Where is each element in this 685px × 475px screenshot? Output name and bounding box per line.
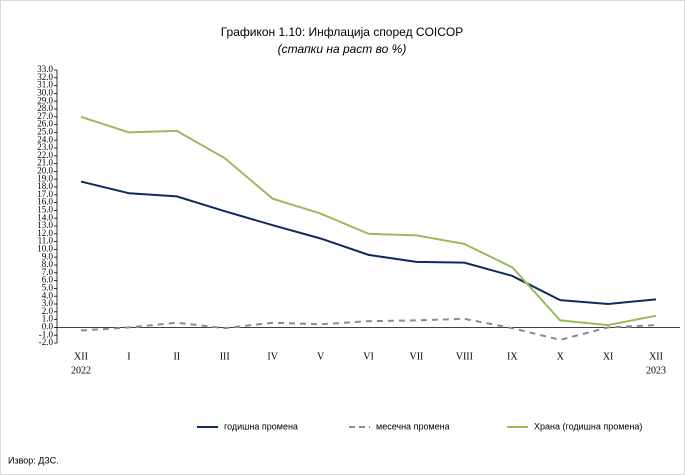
series-line (80, 180, 657, 306)
x-tick-label: V (317, 351, 325, 362)
x-tick-label: X (557, 351, 565, 362)
y-tick-label: 18.0 (37, 181, 53, 191)
y-tick-label: 15.0 (37, 204, 53, 214)
source: Извор: ДЗС. (8, 455, 59, 465)
chart-title: Графикон 1.10: Инфлација според COICOP (221, 25, 464, 39)
y-tick-label: 13.0 (37, 220, 53, 230)
y-tick-label: 25.0 (37, 126, 53, 136)
y-tick-label: 12.0 (37, 228, 53, 238)
y-tick-label: 4.0 (42, 290, 54, 300)
y-tick-label: 23.0 (37, 142, 53, 152)
x-tick-label: VII (409, 351, 423, 362)
series-line (80, 115, 657, 327)
x-tick-label: I (127, 351, 130, 362)
x-tick-label: VI (363, 351, 374, 362)
y-tick-label: 22.0 (37, 150, 53, 160)
y-tick-label: 19.0 (37, 173, 53, 183)
y-tick-label: 31.0 (37, 80, 53, 90)
x-tick-label: XII (649, 351, 663, 362)
y-tick-label: 27.0 (37, 111, 53, 121)
y-tick-label: 29.0 (37, 95, 53, 105)
y-tick-label: 30.0 (37, 87, 53, 97)
y-tick-label: 0.0 (42, 321, 54, 331)
y-tick-label: 6.0 (42, 275, 54, 285)
y-tick-label: 7.0 (42, 267, 54, 277)
x-tick-label: VIII (456, 351, 473, 362)
legend-label: Храна (годишна промена) (534, 421, 642, 431)
x-tick-label: IX (507, 351, 518, 362)
y-tick-label: 32.0 (37, 72, 53, 82)
y-tick-label: 26.0 (37, 119, 53, 129)
y-tick-label: 1.0 (42, 314, 54, 324)
x-tick-label: II (173, 351, 180, 362)
y-tick-label: 21.0 (37, 158, 53, 168)
x-year-label: 2022 (71, 365, 91, 376)
y-tick-label: 16.0 (37, 197, 53, 207)
x-tick-label: XI (603, 351, 614, 362)
x-tick-label: III (220, 351, 230, 362)
x-tick-label: IV (267, 351, 278, 362)
y-tick-label: 20.0 (37, 165, 53, 175)
y-tick-label: 8.0 (42, 259, 54, 269)
y-tick-label: 10.0 (37, 243, 53, 253)
chart-subtitle: (стапки на раст во %) (278, 42, 407, 56)
y-tick-label: -1.0 (39, 329, 54, 339)
x-tick-label: XII (74, 351, 88, 362)
y-tick-label: 14.0 (37, 212, 53, 222)
y-tick-label: 24.0 (37, 134, 53, 144)
legend-label: годишна промена (224, 421, 298, 431)
y-tick-label: 33.0 (37, 64, 53, 74)
y-tick-label: 9.0 (42, 251, 54, 261)
y-tick-label: -2.0 (39, 337, 54, 347)
y-tick-label: 3.0 (42, 298, 54, 308)
x-year-label: 2023 (646, 365, 666, 376)
y-tick-label: 17.0 (37, 189, 53, 199)
legend-label: месечна промена (376, 421, 450, 431)
y-tick-label: 28.0 (37, 103, 53, 113)
y-tick-label: 11.0 (38, 236, 54, 246)
y-tick-label: 2.0 (42, 306, 54, 316)
series-line (80, 317, 657, 341)
y-tick-label: 5.0 (42, 282, 54, 292)
